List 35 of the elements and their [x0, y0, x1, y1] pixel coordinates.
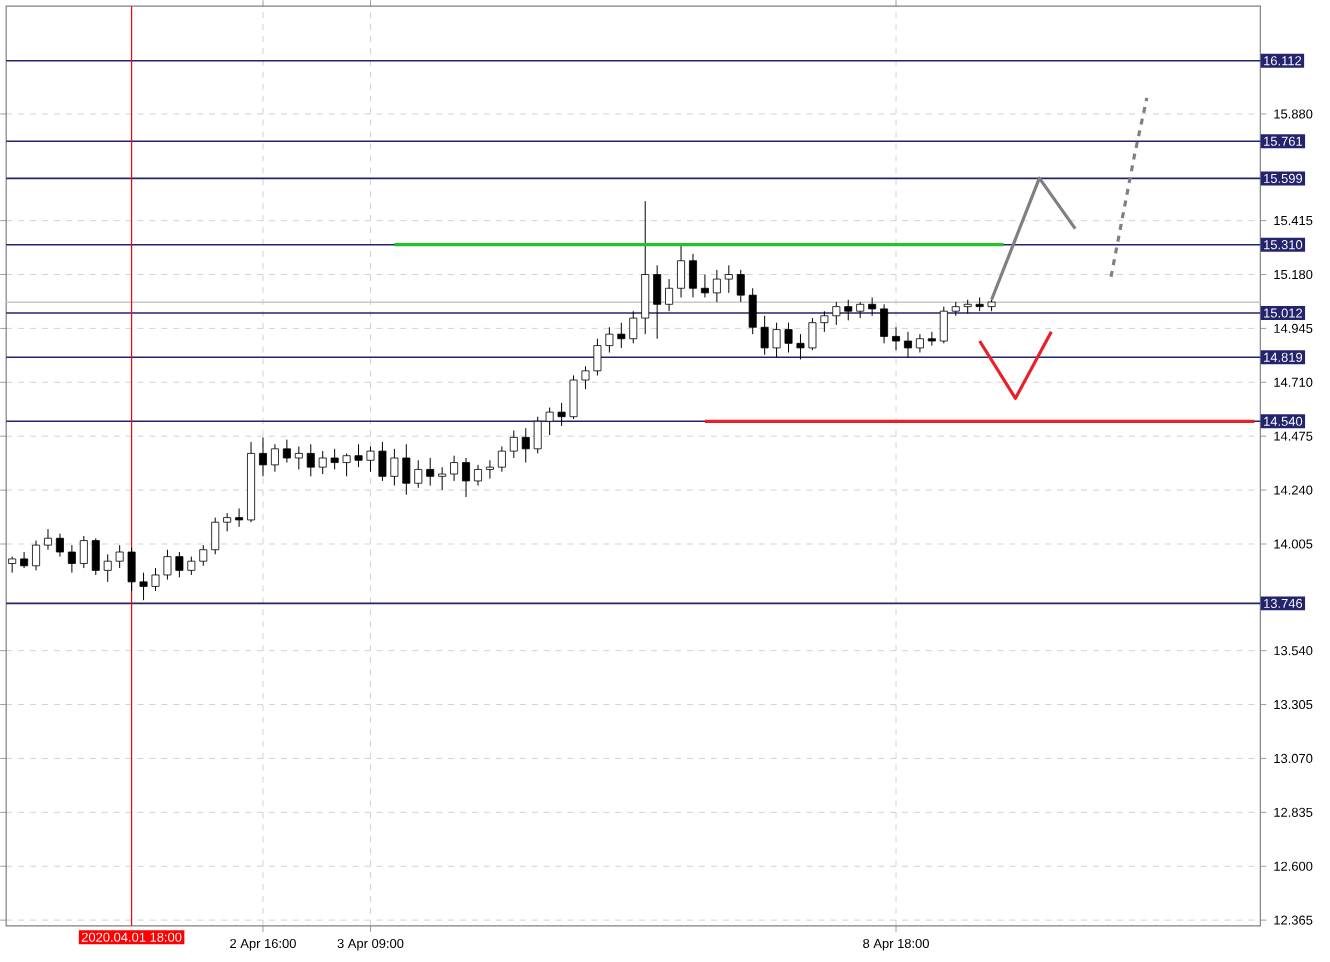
candlestick	[270, 443, 279, 472]
candlestick	[677, 243, 686, 298]
candlestick	[259, 436, 267, 477]
candlestick	[915, 333, 924, 353]
candlestick	[939, 305, 948, 344]
candlestick	[235, 507, 244, 528]
candlestick	[450, 454, 459, 482]
candlestick	[294, 445, 303, 470]
candlestick	[462, 457, 471, 498]
candlestick	[927, 331, 936, 346]
candlestick	[892, 326, 901, 351]
candlestick	[904, 331, 912, 358]
candlestick	[724, 264, 733, 294]
candlestick	[653, 264, 662, 339]
candlestick	[426, 457, 435, 486]
candlestick	[32, 539, 41, 571]
candlestick	[509, 429, 518, 459]
candlestick	[880, 303, 889, 344]
candlestick	[700, 273, 709, 298]
candlestick	[665, 278, 674, 312]
candlestick	[641, 200, 650, 335]
candlestick	[474, 464, 482, 486]
candlestick	[282, 438, 291, 463]
candlestick	[20, 551, 29, 569]
candlestick	[438, 466, 447, 491]
candlestick	[55, 532, 64, 557]
candlestick	[44, 528, 52, 550]
candlestick	[79, 535, 88, 569]
candlestick	[485, 459, 494, 479]
candlestick	[712, 269, 721, 303]
candlestick	[689, 253, 697, 298]
candlestick	[497, 445, 506, 472]
candlestick	[868, 296, 877, 317]
candlestick	[67, 544, 76, 573]
candlestick	[223, 512, 232, 532]
